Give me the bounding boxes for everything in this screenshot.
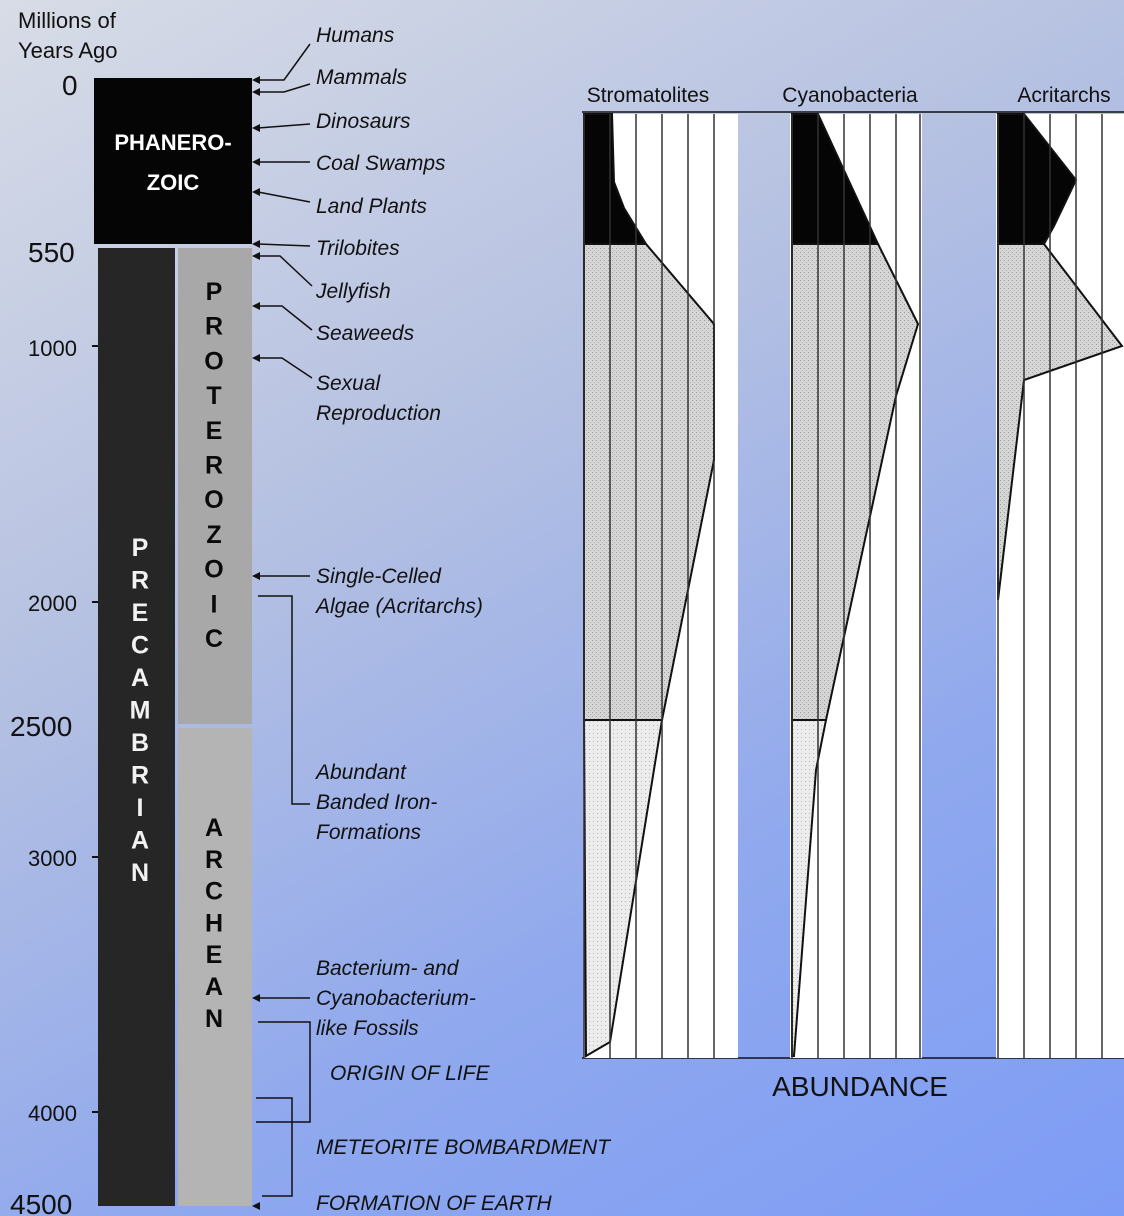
event-origin-of-life: ORIGIN OF LIFE: [330, 1062, 490, 1085]
proterozoic-block: [178, 248, 252, 724]
precambrian-label-letter: C: [131, 632, 149, 660]
event-bacterium-line1: Bacterium- and: [316, 957, 460, 980]
proterozoic-label-letter: R: [205, 313, 223, 341]
proterozoic-label-letter: C: [205, 625, 223, 653]
abundance-axis-label: ABUNDANCE: [772, 1071, 948, 1102]
archean-label-letter: C: [205, 878, 223, 906]
tick-label-0: 0: [62, 70, 78, 101]
tick-label-2000: 2000: [28, 591, 77, 616]
event-banded-iron-line2: Banded Iron-: [316, 791, 437, 814]
acritarchs-panel: [996, 113, 1124, 1058]
archean-label-letter: N: [205, 1005, 223, 1033]
tick-label-1000: 1000: [28, 336, 77, 361]
precambrian-label-letter: I: [137, 794, 144, 822]
event-seaweeds: Seaweeds: [316, 322, 415, 345]
precambrian-label-letter: R: [131, 567, 149, 595]
stromatolites-gridlines: [583, 114, 715, 1058]
precambrian-block: [98, 248, 175, 1206]
archean-label-letter: E: [206, 941, 223, 969]
precambrian-label-letter: M: [130, 697, 151, 725]
axis-title-line2: Years Ago: [18, 38, 118, 63]
precambrian-label-letter: N: [131, 859, 149, 887]
event-humans: Humans: [316, 24, 395, 47]
tick-label-550: 550: [28, 237, 75, 268]
archean-block: [178, 728, 252, 1206]
proterozoic-label-letter: T: [206, 382, 221, 410]
event-sexual-reproduction-line1: Sexual: [316, 372, 382, 395]
tick-label-2500: 2500: [10, 711, 72, 742]
phanerozoic-label-line2: ZOIC: [147, 170, 200, 195]
event-arrowheads: [252, 76, 260, 1210]
proterozoic-label-letter: O: [204, 556, 223, 584]
phanerozoic-label-line1: PHANERO-: [114, 130, 231, 155]
cyanobacteria-gridlines: [791, 114, 921, 1058]
column-title-cyanobacteria: Cyanobacteria: [782, 84, 918, 107]
acritarchs-gridlines: [997, 114, 1103, 1058]
precambrian-label-letter: P: [132, 534, 149, 562]
cyanobacteria-panel: [790, 113, 922, 1058]
archean-label-letter: A: [205, 973, 223, 1001]
event-pointers: [256, 43, 313, 1197]
proterozoic-label-letter: I: [211, 590, 218, 618]
tick-label-4000: 4000: [28, 1101, 77, 1126]
event-sexual-reproduction-line2: Reproduction: [316, 402, 441, 425]
event-meteorite-bombardment: METEORITE BOMBARDMENT: [316, 1136, 612, 1159]
column-title-acritarchs: Acritarchs: [1017, 84, 1110, 107]
axis-title-line1: Millions of: [18, 8, 117, 33]
archean-label-letter: A: [205, 814, 223, 842]
proterozoic-label-letter: O: [204, 347, 223, 375]
precambrian-label-letter: E: [132, 599, 149, 627]
event-bacterium-line2: Cyanobacterium-: [316, 987, 476, 1010]
event-jellyfish: Jellyfish: [315, 280, 391, 303]
tick-label-4500: 4500: [10, 1189, 72, 1216]
proterozoic-label-letter: P: [206, 278, 223, 306]
tick-label-3000: 3000: [28, 846, 77, 871]
precambrian-label-letter: A: [131, 664, 149, 692]
event-coal-swamps: Coal Swamps: [316, 152, 446, 175]
phanerozoic-block: [94, 78, 252, 244]
precambrian-label-letter: B: [131, 729, 149, 757]
proterozoic-label-letter: Z: [206, 521, 221, 549]
proterozoic-label-letter: E: [206, 417, 223, 445]
event-mammals: Mammals: [316, 66, 408, 89]
event-bacterium-line3: like Fossils: [316, 1017, 419, 1040]
archean-label-letter: H: [205, 909, 223, 937]
event-banded-iron-line1: Abundant: [314, 761, 407, 784]
event-single-celled-line2: Algae (Acritarchs): [314, 595, 483, 618]
column-title-stromatolites: Stromatolites: [587, 84, 710, 107]
event-land-plants: Land Plants: [316, 195, 427, 218]
event-dinosaurs: Dinosaurs: [316, 110, 411, 133]
proterozoic-label-letter: O: [204, 486, 223, 514]
archean-label-letter: R: [205, 846, 223, 874]
precambrian-label-letter: R: [131, 762, 149, 790]
event-trilobites: Trilobites: [316, 237, 400, 260]
event-banded-iron-line3: Formations: [316, 821, 422, 844]
precambrian-label-letter: A: [131, 827, 149, 855]
proterozoic-label-letter: R: [205, 452, 223, 480]
event-single-celled-line1: Single-Celled: [316, 565, 442, 588]
event-formation-of-earth: FORMATION OF EARTH: [316, 1192, 553, 1215]
stromatolites-panel: [582, 113, 738, 1058]
